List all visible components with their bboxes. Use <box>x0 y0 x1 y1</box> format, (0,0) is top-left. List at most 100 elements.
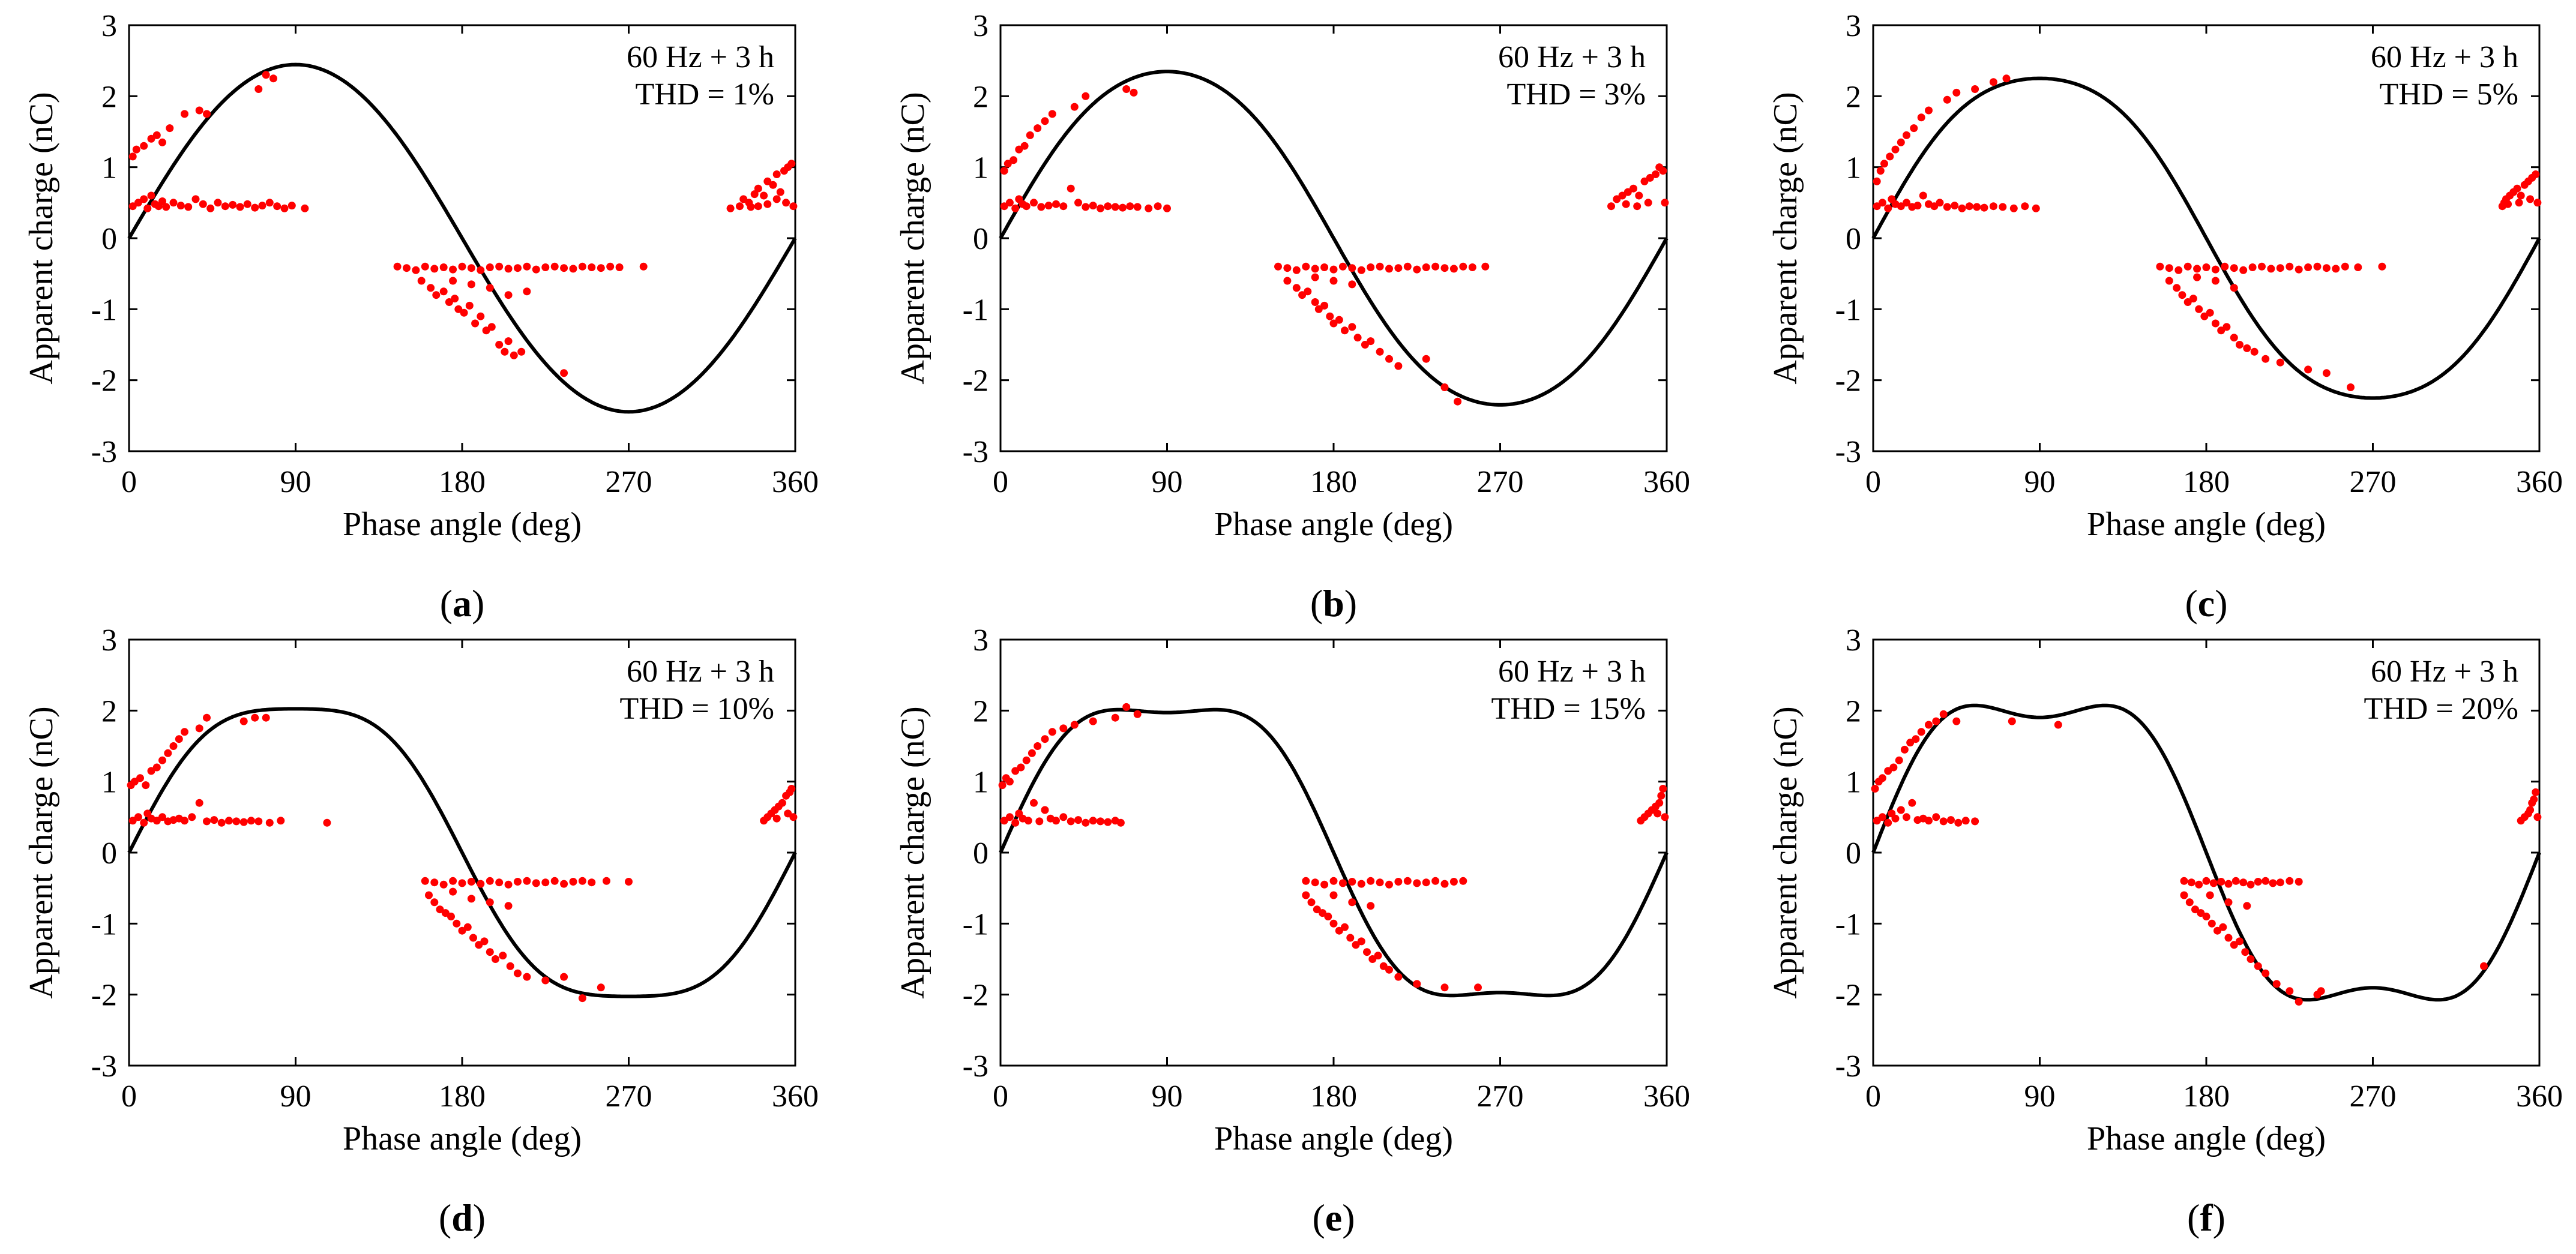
pd-point <box>523 877 531 885</box>
pd-point <box>1413 265 1421 274</box>
y-tick-label: 1 <box>101 151 117 185</box>
pd-point <box>1367 877 1375 885</box>
pd-point <box>2276 358 2284 367</box>
panel-label-close: ) <box>1344 582 1357 625</box>
pd-point <box>1292 266 1301 274</box>
pd-point <box>467 895 475 903</box>
pd-point <box>1413 980 1421 988</box>
pd-point <box>203 713 211 722</box>
pd-point <box>486 877 494 885</box>
pd-point <box>1903 131 1910 139</box>
pd-point <box>541 976 550 985</box>
pd-point <box>1661 199 1669 207</box>
pd-point <box>421 262 429 271</box>
pd-point <box>2250 347 2259 356</box>
pd-point <box>772 814 781 823</box>
pd-point <box>158 197 166 205</box>
y-tick-label: 3 <box>973 623 989 658</box>
voltage-curve <box>1871 703 2541 1002</box>
y-tick-label: 0 <box>101 222 117 256</box>
pd-point <box>2248 263 2257 271</box>
pd-point <box>225 817 233 825</box>
pd-point <box>782 199 790 207</box>
pd-point <box>451 295 459 303</box>
pd-point <box>2207 919 2216 928</box>
pd-point <box>1878 199 1886 207</box>
x-tick-label: 270 <box>606 1079 652 1114</box>
pd-point <box>1111 713 1119 722</box>
pd-point <box>2286 987 2294 995</box>
pd-point <box>1961 817 1970 825</box>
pd-point <box>2526 195 2535 203</box>
pd-point <box>1644 199 1652 207</box>
pd-point <box>778 799 786 807</box>
x-tick-label: 180 <box>439 465 486 499</box>
pd-point <box>1913 202 1922 210</box>
pd-point <box>2230 334 2238 342</box>
pd-point <box>1283 277 1292 285</box>
pd-point <box>603 877 610 885</box>
pd-point <box>1999 203 2007 211</box>
pd-point <box>1895 756 1903 764</box>
pd-point <box>2206 308 2214 317</box>
pd-point <box>229 200 237 209</box>
pd-point <box>1335 926 1343 935</box>
pd-point <box>1028 749 1036 757</box>
pd-point <box>1939 817 1948 826</box>
pd-point <box>239 717 248 725</box>
pd-point <box>2341 262 2349 271</box>
annotation-line: THD = 15% <box>1491 692 1646 726</box>
voltage-curve <box>127 62 797 414</box>
panel-label-letter: c <box>2198 582 2215 625</box>
pd-point <box>1089 717 1097 725</box>
pd-point <box>1367 263 1375 271</box>
pd-point <box>2008 717 2016 725</box>
pd-point <box>787 160 796 168</box>
pd-point <box>1017 763 1025 772</box>
pd-point <box>2258 262 2266 271</box>
pd-point <box>2224 898 2233 907</box>
pd-point <box>1111 203 1119 211</box>
pd-point <box>1930 202 1939 211</box>
x-tick-label: 270 <box>1477 1079 1524 1114</box>
pd-point <box>1329 891 1338 899</box>
y-tick-label: 1 <box>973 766 989 800</box>
pd-point <box>1394 362 1403 370</box>
pd-point <box>639 262 648 271</box>
pd-point <box>523 973 531 981</box>
pd-point <box>2322 264 2331 272</box>
pd-point <box>1082 203 1090 211</box>
pd-point <box>1338 262 1347 271</box>
panel-label: (c) <box>2185 582 2227 625</box>
annotation-line: THD = 10% <box>619 692 774 726</box>
pd-point <box>1394 878 1403 886</box>
pd-point <box>1154 202 1162 211</box>
pd-point <box>1657 791 1666 800</box>
pd-point <box>2515 199 2523 207</box>
pd-point <box>152 763 161 772</box>
pd-point <box>1980 203 1988 212</box>
pd-point <box>169 742 178 750</box>
annotation-line: 60 Hz + 3 h <box>1498 40 1646 74</box>
pd-point <box>412 266 420 274</box>
pd-point <box>2231 877 2240 885</box>
x-axis-label: Phase angle (deg) <box>1214 1120 1453 1157</box>
panel-label: (d) <box>439 1196 486 1239</box>
y-tick-label: -1 <box>91 293 117 327</box>
x-axis-label: Phase angle (deg) <box>2087 506 2326 543</box>
x-tick-label: 180 <box>2183 1079 2230 1114</box>
x-tick-label: 0 <box>993 1079 1008 1114</box>
pd-point <box>1000 202 1008 211</box>
pd-point <box>1348 323 1356 331</box>
pd-point <box>425 891 433 899</box>
pd-point <box>532 879 540 887</box>
pd-point <box>2211 265 2219 274</box>
pd-point <box>1307 898 1316 907</box>
pd-point <box>2197 909 2205 917</box>
pd-point <box>2241 948 2249 956</box>
pd-point <box>504 337 513 346</box>
pd-point <box>1319 909 1326 917</box>
pd-point <box>2295 878 2303 886</box>
